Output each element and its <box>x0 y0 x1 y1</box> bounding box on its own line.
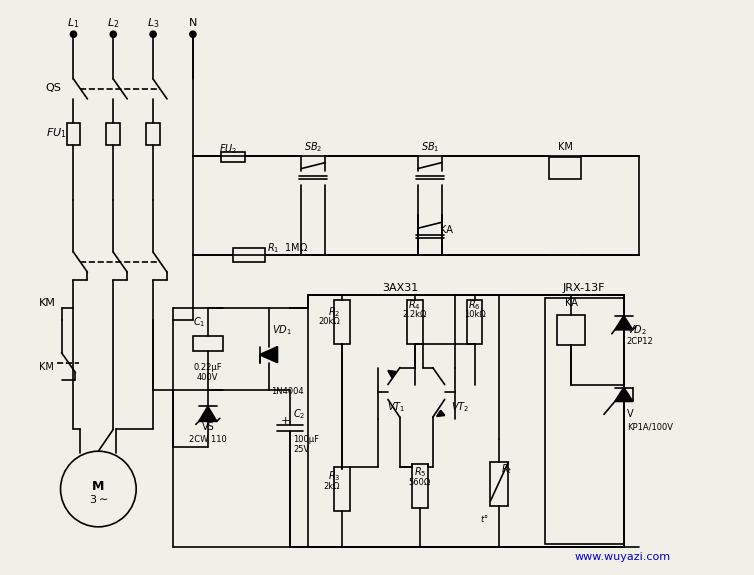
Text: $R_4$: $R_4$ <box>409 298 421 312</box>
Text: $FU_1$: $FU_1$ <box>45 126 66 140</box>
Text: 3$\sim$: 3$\sim$ <box>89 493 108 505</box>
Text: $VD_1$: $VD_1$ <box>271 323 291 337</box>
Text: $C_1$: $C_1$ <box>194 315 206 329</box>
Circle shape <box>70 31 76 37</box>
Text: KA: KA <box>440 225 452 235</box>
Polygon shape <box>259 347 277 363</box>
Bar <box>334 300 350 344</box>
Text: 2.2kΩ: 2.2kΩ <box>403 310 427 319</box>
Circle shape <box>190 31 196 37</box>
Text: 10kΩ: 10kΩ <box>464 310 486 319</box>
Text: $FU_2$: $FU_2$ <box>219 142 237 156</box>
Text: +: + <box>280 416 290 426</box>
Text: 2CP12: 2CP12 <box>627 337 654 346</box>
Text: $L_2$: $L_2$ <box>107 16 119 30</box>
Bar <box>549 156 581 178</box>
Polygon shape <box>388 371 396 378</box>
Text: 2kΩ: 2kΩ <box>323 481 340 490</box>
Text: 20kΩ: 20kΩ <box>318 317 340 327</box>
Bar <box>467 300 483 344</box>
Text: 2CW 110: 2CW 110 <box>189 435 227 444</box>
Text: $C_2$: $C_2$ <box>293 408 306 421</box>
Polygon shape <box>615 316 633 330</box>
Text: M: M <box>92 480 105 493</box>
Bar <box>490 462 508 506</box>
Bar <box>221 152 244 162</box>
Text: KM: KM <box>558 141 572 152</box>
Text: 1N4004: 1N4004 <box>271 387 304 396</box>
Text: QS: QS <box>45 83 62 93</box>
Bar <box>66 123 81 145</box>
Bar <box>308 295 624 547</box>
Bar <box>407 300 423 344</box>
Bar <box>545 298 624 544</box>
Text: www.wuyazi.com: www.wuyazi.com <box>574 551 670 562</box>
Text: $VT_1$: $VT_1$ <box>387 401 405 415</box>
Bar <box>334 467 350 511</box>
Text: KM: KM <box>38 298 56 308</box>
Text: 0.22μF: 0.22μF <box>194 363 222 372</box>
Text: $t°$: $t°$ <box>480 513 489 524</box>
Text: KP1A/100V: KP1A/100V <box>627 423 673 432</box>
Text: $R_3$: $R_3$ <box>328 469 340 483</box>
Text: $L_1$: $L_1$ <box>67 16 80 30</box>
Text: 100μF: 100μF <box>293 435 320 444</box>
Text: $SB_2$: $SB_2$ <box>304 140 323 154</box>
Text: 3AX31: 3AX31 <box>382 283 418 293</box>
Bar <box>146 123 160 145</box>
Text: 560Ω: 560Ω <box>409 478 431 486</box>
Text: 25V: 25V <box>293 444 310 454</box>
Bar <box>193 336 222 351</box>
Bar <box>106 123 120 145</box>
Text: $R_1$  1MΩ: $R_1$ 1MΩ <box>266 242 308 255</box>
Text: JRX-13F: JRX-13F <box>562 283 605 293</box>
Text: $SB_1$: $SB_1$ <box>421 140 439 154</box>
Text: KA: KA <box>565 298 578 308</box>
Text: KM: KM <box>38 362 54 371</box>
Text: $L_3$: $L_3$ <box>147 16 159 30</box>
Polygon shape <box>615 388 633 401</box>
Bar <box>412 464 428 508</box>
Text: $R_5$: $R_5$ <box>413 465 426 479</box>
Text: $R_2$: $R_2$ <box>328 305 340 319</box>
Text: N: N <box>188 18 197 28</box>
Text: V: V <box>627 409 633 419</box>
Polygon shape <box>199 407 217 421</box>
Polygon shape <box>437 411 445 416</box>
Circle shape <box>150 31 156 37</box>
Text: $VD_2$: $VD_2$ <box>627 323 646 337</box>
Text: 400V: 400V <box>197 373 219 382</box>
Bar <box>233 248 265 262</box>
Bar <box>557 315 585 345</box>
Text: VS: VS <box>201 422 214 432</box>
Text: $VT_2$: $VT_2$ <box>450 401 469 415</box>
Text: $R_t$: $R_t$ <box>501 462 513 476</box>
Circle shape <box>110 31 116 37</box>
Text: $R_6$: $R_6$ <box>468 298 481 312</box>
